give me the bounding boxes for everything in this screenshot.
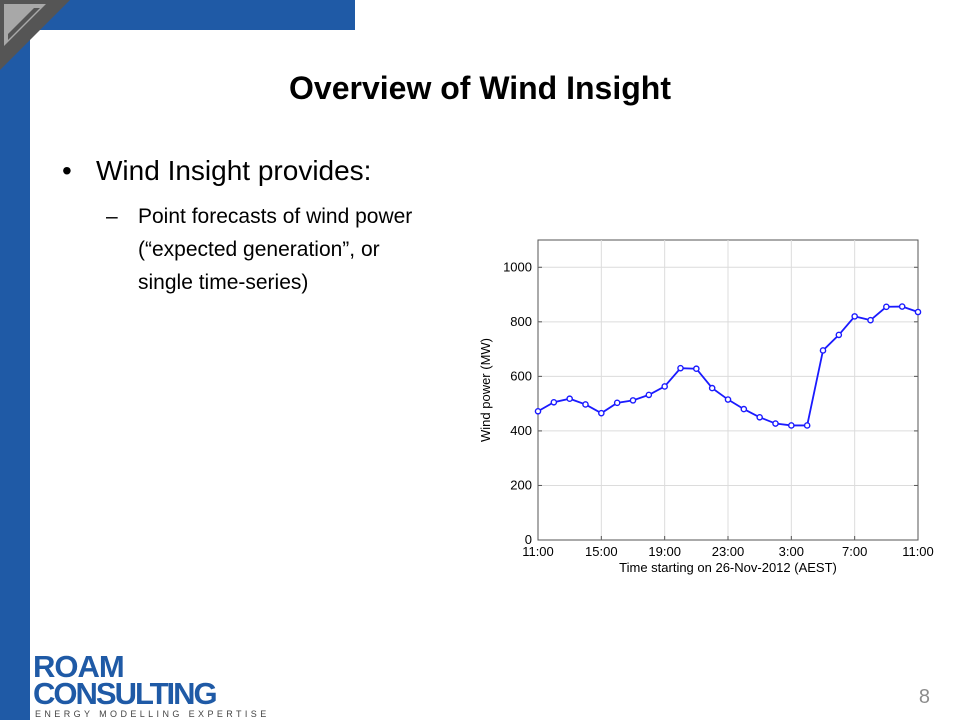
sub-bullet-line-3: single time-series) (138, 271, 309, 294)
logo-line-2: CONSULTING (33, 676, 218, 711)
logo-line-1: ROAM (33, 649, 125, 684)
y-tick-label: 0 (525, 532, 532, 547)
data-point (550, 398, 558, 406)
data-point (819, 347, 827, 354)
wind-power-chart: 0 200 400 600 800 1000 11:00 15:00 19:00 23:00 3:0… (478, 239, 934, 575)
data-point (883, 303, 890, 311)
data-point (740, 405, 748, 413)
data-point (661, 383, 668, 390)
x-tick-label: 23:00 (712, 544, 745, 559)
data-point (598, 409, 605, 417)
x-tick-label: 7:00 (842, 544, 867, 559)
data-point (566, 395, 573, 403)
y-tick-label: 200 (510, 477, 532, 492)
data-point (756, 413, 763, 421)
x-tick-label: 19:00 (648, 544, 681, 559)
sub-bullet: – Point forecasts of wind power (“expecte… (106, 200, 412, 299)
x-tick-label: 11:00 (522, 544, 554, 559)
data-point (851, 313, 858, 320)
y-tick-label: 1000 (503, 259, 532, 274)
data-point (788, 422, 795, 429)
bullet-dot: • (62, 155, 72, 186)
logo-tagline: ENERGY MODELLING EXPERTISE (35, 709, 270, 719)
x-tick-label: 3:00 (779, 544, 804, 559)
data-point (582, 401, 589, 408)
bullet-text: Wind Insight provides: (96, 155, 372, 186)
corner-arrow-icon (0, 0, 70, 70)
data-point (708, 384, 716, 392)
data-point (867, 316, 874, 324)
data-point (693, 365, 700, 373)
data-point (772, 420, 779, 427)
sub-bullet-line-2: (“expected generation”, or (138, 238, 380, 261)
y-tick-label: 400 (510, 423, 532, 438)
data-point (724, 396, 732, 403)
data-point (629, 397, 637, 404)
bullet-item: • Wind Insight provides: (62, 155, 371, 187)
data-point (534, 407, 542, 415)
y-axis-label: Wind power (MW) (478, 338, 493, 442)
slide-title: Overview of Wind Insight (289, 70, 671, 106)
data-point (613, 399, 621, 407)
y-tick-label: 600 (510, 368, 532, 383)
x-axis-label: Time starting on 26-Nov-2012 (AEST) (619, 560, 837, 575)
roam-consulting-logo: ROAM CONSULTING ENERGY MODELLING EXPERTI… (30, 649, 266, 720)
y-tick-label: 800 (510, 314, 532, 329)
data-point (645, 391, 653, 399)
data-point (677, 364, 684, 372)
sub-bullet-dash: – (106, 205, 118, 228)
x-tick-label: 11:00 (902, 544, 934, 559)
page-number: 8 (918, 686, 930, 708)
data-point (898, 303, 906, 310)
data-point (835, 331, 843, 339)
sub-bullet-line-1: Point forecasts of wind power (138, 205, 413, 228)
x-tick-label: 15:00 (585, 544, 618, 559)
frame-left-bar (0, 0, 30, 720)
data-point (803, 422, 811, 429)
data-point (914, 308, 922, 316)
